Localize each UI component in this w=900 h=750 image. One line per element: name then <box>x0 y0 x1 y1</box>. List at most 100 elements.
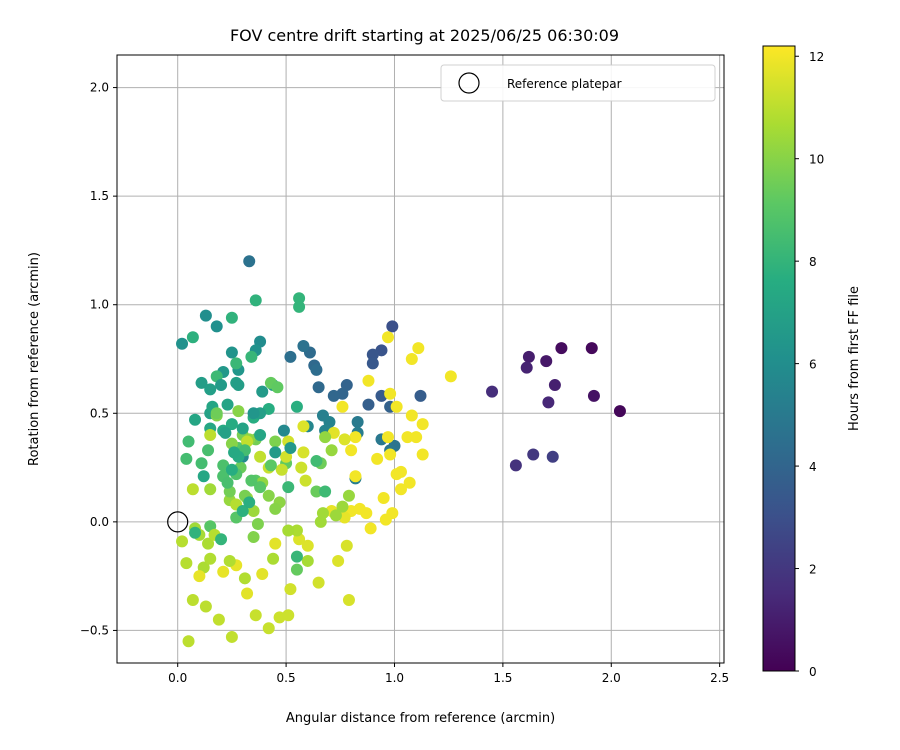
data-point <box>390 468 403 481</box>
data-point <box>176 337 189 350</box>
data-point <box>197 470 210 483</box>
data-point <box>264 459 277 472</box>
data-point <box>327 389 340 402</box>
data-point <box>362 374 375 387</box>
data-point <box>340 539 353 552</box>
colorbar <box>762 45 796 672</box>
data-point <box>338 433 351 446</box>
data-point <box>262 489 275 502</box>
data-point <box>312 381 325 394</box>
x-tick-label: 0.0 <box>168 671 187 685</box>
y-tick-label: 0.5 <box>90 406 109 420</box>
data-point <box>414 389 427 402</box>
data-point <box>384 448 397 461</box>
data-point <box>199 309 212 322</box>
data-point <box>182 435 195 448</box>
data-point <box>221 398 234 411</box>
data-point <box>269 537 282 550</box>
colorbar-label: Hours from first FF file <box>847 286 862 431</box>
data-point <box>325 444 338 457</box>
data-point <box>290 524 303 537</box>
data-point <box>345 444 358 457</box>
data-point <box>381 331 394 344</box>
data-point <box>225 463 238 476</box>
data-point <box>542 396 555 409</box>
y-tick-label: 0.0 <box>90 515 109 529</box>
data-point <box>342 594 355 607</box>
data-point <box>386 320 399 333</box>
data-point <box>297 446 310 459</box>
data-point <box>301 539 314 552</box>
x-tick-label: 1.5 <box>493 671 512 685</box>
data-point <box>384 387 397 400</box>
data-point <box>189 526 202 539</box>
data-point <box>251 518 264 531</box>
data-point <box>349 470 362 483</box>
data-point <box>293 300 306 313</box>
data-point <box>199 600 212 613</box>
data-point <box>193 570 206 583</box>
colorbar-tick-label: 8 <box>809 255 817 269</box>
data-point <box>522 350 535 363</box>
data-point <box>297 339 310 352</box>
data-point <box>416 448 429 461</box>
data-point <box>366 357 379 370</box>
data-point <box>377 491 390 504</box>
x-axis-ticks: 0.0 0.5 1.0 1.5 2.0 2.5 <box>168 663 729 685</box>
data-point <box>254 429 267 441</box>
data-point <box>277 424 290 437</box>
data-point <box>351 415 364 428</box>
data-point <box>360 507 373 520</box>
data-point <box>548 379 561 392</box>
data-point <box>210 407 223 420</box>
data-point <box>269 502 282 515</box>
data-point <box>262 622 275 635</box>
data-point <box>221 476 234 489</box>
data-point <box>282 524 295 537</box>
colorbar-tick-label: 6 <box>809 358 817 372</box>
data-point <box>182 635 195 648</box>
chart-title: FOV centre drift starting at 2025/06/25 … <box>230 26 619 45</box>
x-axis-label: Angular distance from reference (arcmin) <box>286 711 555 726</box>
data-point <box>509 459 522 472</box>
data-point <box>212 613 225 626</box>
data-point <box>236 505 249 517</box>
data-point <box>238 572 251 585</box>
data-point <box>215 379 228 392</box>
data-point <box>189 413 202 426</box>
data-point <box>230 357 243 370</box>
y-tick-label: 2.0 <box>90 81 109 95</box>
colorbar-tick-label: 10 <box>809 153 824 167</box>
data-point <box>215 533 228 546</box>
data-point <box>241 587 254 600</box>
data-point <box>204 483 217 496</box>
data-point <box>403 476 416 489</box>
y-axis-label: Rotation from reference (arcmin) <box>27 252 42 466</box>
data-point <box>202 444 215 457</box>
data-point <box>195 457 208 470</box>
legend-marker-reference <box>458 72 480 94</box>
data-point <box>585 342 598 355</box>
data-point <box>587 389 600 402</box>
data-point <box>271 381 284 394</box>
data-point <box>284 350 297 363</box>
data-point <box>520 361 533 374</box>
legend: Reference platepar <box>440 64 716 102</box>
data-point <box>247 407 260 420</box>
data-point <box>245 350 258 363</box>
data-point <box>232 405 245 418</box>
data-point <box>217 565 230 578</box>
data-point <box>245 474 258 487</box>
data-point <box>225 418 238 431</box>
grid <box>117 55 724 663</box>
data-point <box>416 418 429 431</box>
data-point <box>390 400 403 413</box>
data-point <box>256 385 269 398</box>
data-point <box>247 531 260 544</box>
data-point <box>256 567 269 580</box>
data-point <box>329 509 342 522</box>
data-point <box>186 483 199 496</box>
data-point <box>232 379 245 392</box>
data-point <box>412 342 425 355</box>
data-point <box>379 513 392 526</box>
